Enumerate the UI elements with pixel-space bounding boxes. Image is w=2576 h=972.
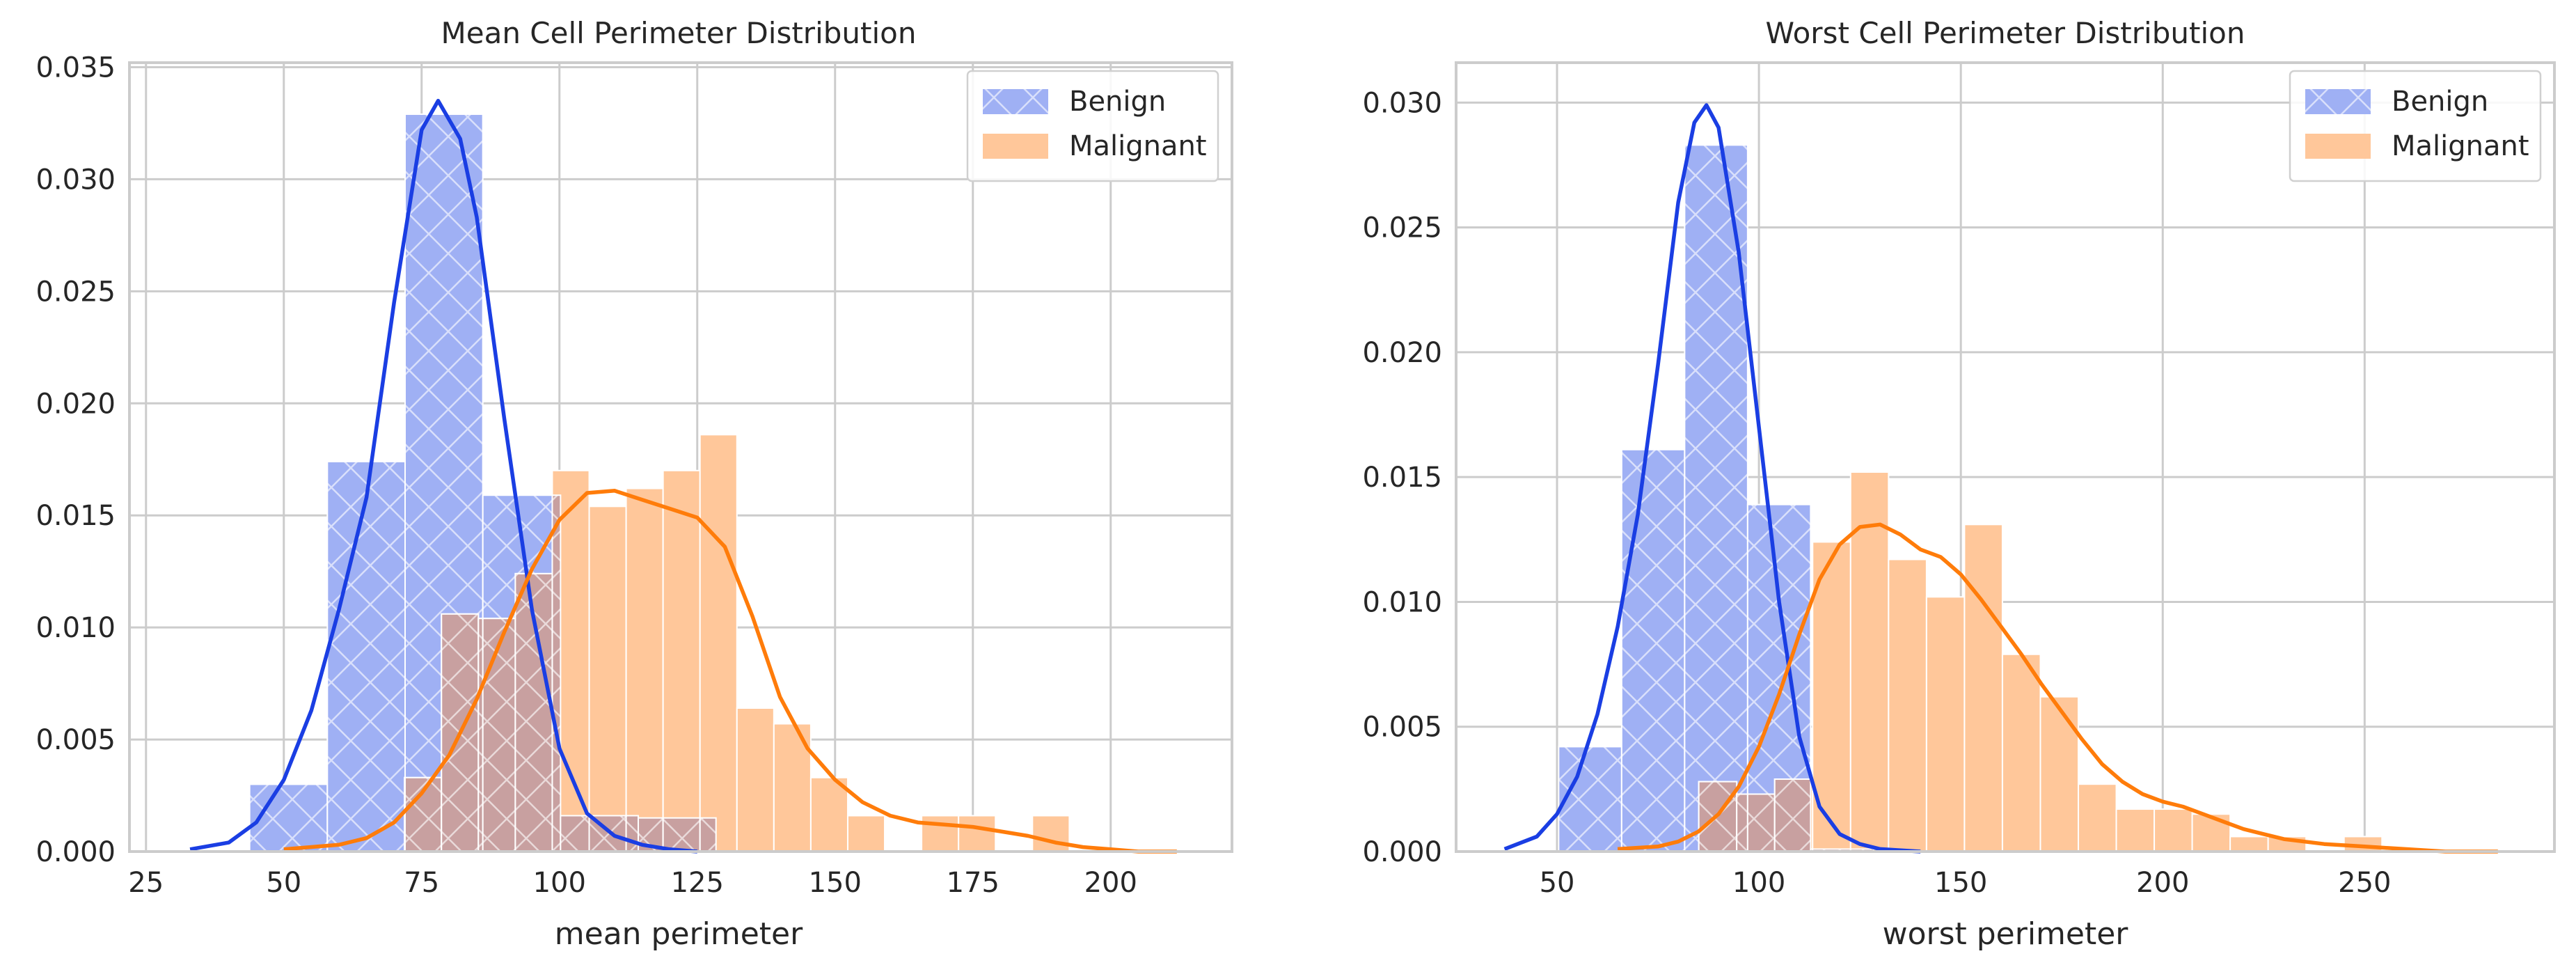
y-tick-label: 0.025: [35, 276, 116, 308]
overlap-hist-hatch: [1774, 779, 1811, 852]
x-tick-label: 25: [128, 867, 164, 899]
malignant-hist-bar: [2154, 808, 2193, 853]
x-tick-label: 250: [2338, 867, 2391, 899]
benign-hist-hatch: [1558, 746, 1622, 852]
legend-swatch-hatch: [983, 89, 1048, 114]
overlap-hist-hatch: [1737, 794, 1748, 852]
malignant-hist-bar: [736, 707, 775, 852]
malignant-hist-bar: [809, 776, 848, 852]
malignant-hist-bar: [958, 815, 997, 852]
x-tick-label: 175: [947, 867, 999, 899]
malignant-kde-line: [283, 489, 1177, 854]
x-tick-label: 100: [533, 867, 586, 899]
x-tick-label: 100: [1732, 867, 1785, 899]
chart-title: Mean Cell Perimeter Distribution: [441, 16, 917, 50]
malignant-hist-bar: [662, 469, 701, 852]
overlap-hist-hatch: [700, 817, 716, 852]
legend-swatch-hatch: [2305, 89, 2371, 114]
benign-legend-label: Benign: [1069, 86, 1166, 118]
x-tick-label: 50: [266, 867, 301, 899]
malignant-legend-label: Malignant: [1069, 130, 1207, 162]
benign-hist-hatch: [327, 461, 405, 852]
overlap-hist-hatch: [663, 817, 700, 852]
malignant-hist-bar: [588, 505, 627, 852]
y-tick-label: 0.015: [1362, 462, 1442, 494]
y-tick-label: 0.010: [1362, 586, 1442, 618]
x-tick-label: 150: [809, 867, 862, 899]
malignant-kde-line: [1617, 522, 2498, 854]
axes-frame: [1455, 61, 2556, 853]
y-tick-label: 0.020: [35, 388, 116, 420]
benign-legend-label: Benign: [2392, 86, 2488, 118]
chart-panel-worst-perimeter: Worst Cell Perimeter Distribution worst …: [1362, 16, 2556, 952]
y-tick-label: 0.030: [1362, 87, 1442, 119]
y-tick-label: 0.010: [35, 612, 116, 644]
x-tick-label: 125: [671, 867, 724, 899]
x-tick-label: 200: [1084, 867, 1137, 899]
axes-frame: [128, 61, 1233, 853]
malignant-hist-bar: [2229, 836, 2269, 852]
malignant-hist-bar: [921, 815, 960, 852]
overlap-hist-hatch: [478, 618, 483, 852]
legend: Benign Malignant: [2289, 70, 2542, 182]
malignant-hist-bar: [1888, 558, 1927, 852]
overlap-hist-hatch: [1747, 794, 1775, 852]
malignant-legend-label: Malignant: [2392, 130, 2529, 162]
malignant-hist-bar: [2039, 696, 2080, 852]
x-tick-label: 50: [1540, 867, 1575, 899]
malignant-hist-bar: [2191, 813, 2231, 853]
chart-title: Worst Cell Perimeter Distribution: [1766, 16, 2245, 50]
malignant-legend-swatch: [983, 134, 1048, 159]
overlap-hist-hatch: [560, 815, 590, 852]
benign-hist-hatch: [1621, 449, 1685, 852]
malignant-hist-bar: [1925, 596, 1966, 852]
x-tick-label: 200: [2136, 867, 2189, 899]
y-tick-label: 0.005: [35, 724, 116, 756]
overlap-hist-hatch: [552, 495, 561, 852]
benign-kde-line: [189, 98, 698, 854]
y-tick-label: 0.000: [1362, 836, 1442, 868]
y-tick-label: 0.015: [35, 500, 116, 532]
y-tick-label: 0.000: [35, 836, 116, 868]
x-axis-label: worst perimeter: [1883, 916, 2129, 952]
y-tick-label: 0.025: [1362, 212, 1442, 244]
malignant-legend-swatch: [2305, 134, 2371, 159]
y-tick-label: 0.035: [35, 52, 116, 84]
x-tick-label: 75: [404, 867, 439, 899]
x-tick-label: 150: [1934, 867, 1987, 899]
legend: Benign Malignant: [966, 70, 1219, 182]
malignant-hist-bar: [846, 815, 886, 852]
malignant-hist-bar: [1032, 815, 1070, 852]
benign-kde-line: [1503, 103, 1921, 854]
x-axis-label: mean perimeter: [555, 916, 803, 952]
malignant-hist-bar: [625, 487, 664, 852]
malignant-hist-bar: [699, 434, 738, 852]
overlap-hist-hatch: [626, 815, 639, 852]
benign-hist-hatch: [249, 784, 328, 852]
malignant-hist-bar: [2001, 653, 2041, 852]
malignant-hist-bar: [2115, 808, 2156, 853]
y-tick-label: 0.020: [1362, 337, 1442, 369]
chart-panel-mean-perimeter: Mean Cell Perimeter Distribution mean pe…: [35, 16, 1233, 952]
malignant-hist-bar: [2078, 783, 2117, 852]
malignant-hist-bar: [1849, 471, 1890, 852]
overlap-hist-hatch: [482, 618, 516, 852]
malignant-hist-bar: [1963, 524, 2003, 852]
y-tick-label: 0.005: [1362, 712, 1442, 744]
benign-hist-hatch: [1684, 145, 1748, 852]
y-tick-label: 0.030: [35, 164, 116, 196]
